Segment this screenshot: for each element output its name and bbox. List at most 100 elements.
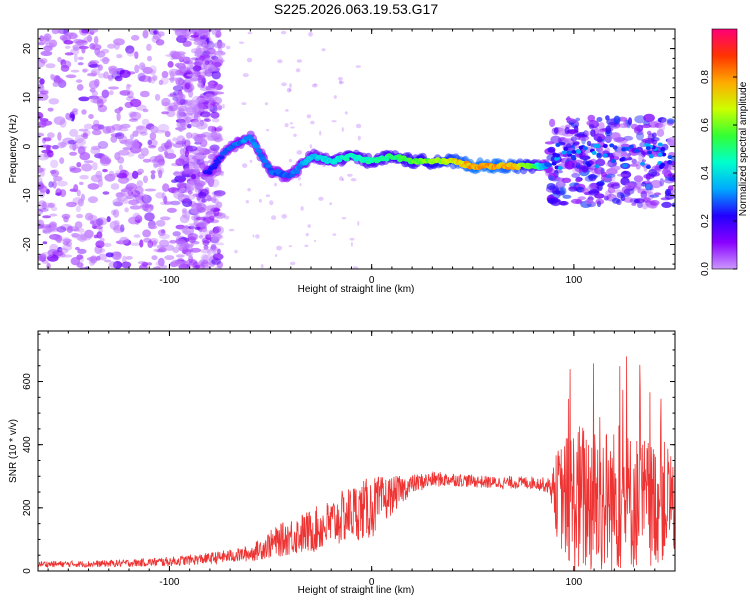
noise-blob — [63, 40, 74, 45]
noise-blob — [164, 255, 175, 261]
noise-speck — [307, 224, 311, 228]
noise-blob — [576, 135, 581, 140]
noise-blob — [613, 115, 621, 125]
noise-speck — [239, 41, 244, 44]
noise-blob — [43, 228, 52, 233]
x-tick-label: 0 — [369, 577, 375, 588]
noise-blob — [124, 207, 129, 213]
noise-blob — [192, 161, 198, 170]
noise-blob — [627, 117, 633, 126]
noise-blob — [549, 184, 559, 193]
noise-blob — [588, 173, 597, 182]
noise-blob — [203, 118, 211, 123]
noise-blob — [91, 123, 103, 131]
noise-blob — [574, 133, 586, 138]
noise-blob — [38, 42, 45, 46]
noise-blob — [147, 139, 158, 147]
noise-blob — [98, 73, 106, 79]
noise-speck — [329, 202, 333, 206]
noise-blob — [209, 144, 220, 152]
noise-blob — [553, 199, 561, 203]
noise-blob — [191, 174, 197, 180]
noise-blob — [64, 45, 71, 49]
noise-blob — [129, 133, 135, 140]
ridge-core — [383, 157, 390, 162]
noise-blob — [105, 252, 114, 258]
spectrogram-x-label: Height of straight line (km) — [298, 284, 415, 295]
noise-blob — [177, 53, 186, 61]
noise-blob — [65, 74, 77, 79]
noise-blob — [77, 56, 84, 61]
noise-blob — [651, 139, 658, 145]
noise-blob — [213, 207, 220, 217]
noise-blob — [79, 181, 84, 186]
noise-blob — [49, 221, 57, 228]
noise-blob — [161, 70, 169, 79]
noise-blob — [42, 215, 52, 219]
noise-blob — [62, 254, 73, 258]
noise-blob — [116, 112, 121, 122]
noise-blob — [90, 147, 101, 155]
noise-blob — [54, 252, 64, 256]
noise-blob — [650, 180, 662, 189]
noise-speck — [260, 264, 264, 269]
noise-blob — [649, 194, 660, 198]
noise-blob — [109, 220, 120, 230]
noise-blob — [202, 239, 210, 246]
noise-blob — [149, 69, 156, 76]
ridge-speck — [657, 152, 663, 157]
noise-blob — [135, 125, 144, 130]
noise-blob — [96, 231, 103, 239]
noise-blob — [164, 201, 173, 205]
noise-blob — [157, 158, 165, 166]
noise-blob — [139, 239, 144, 248]
noise-blob — [175, 69, 183, 76]
colorbar-tick-label: 0.0 — [700, 262, 711, 276]
ridge-speck — [611, 158, 616, 163]
ridge-core — [293, 170, 300, 174]
noise-blob — [161, 192, 166, 201]
noise-blob — [559, 186, 567, 196]
noise-blob — [90, 145, 101, 151]
noise-blob — [132, 193, 137, 201]
spectrogram-frame — [37, 28, 676, 270]
snr-x-ticks: -100 0 100 — [47, 331, 676, 588]
noise-blob — [597, 136, 603, 143]
noise-blob — [120, 189, 129, 193]
noise-speck — [284, 123, 289, 128]
noise-blob — [623, 197, 634, 203]
noise-blob — [596, 117, 603, 122]
noise-blob — [213, 190, 226, 197]
noise-blob — [213, 41, 226, 49]
noise-blob — [182, 198, 193, 208]
noise-blob — [169, 200, 181, 206]
noise-blob — [549, 118, 556, 128]
noise-blob — [60, 142, 67, 148]
noise-blob — [113, 225, 124, 234]
noise-blob — [178, 128, 183, 132]
noise-blob — [570, 136, 578, 142]
noise-blob — [631, 202, 637, 206]
noise-blob — [588, 123, 595, 130]
noise-blob — [46, 262, 51, 269]
noise-blob — [610, 165, 621, 171]
noise-blob — [667, 173, 675, 178]
noise-blob — [190, 57, 200, 61]
noise-blob — [78, 96, 90, 102]
ridge-core — [218, 155, 225, 160]
noise-blob — [618, 123, 630, 129]
noise-blob — [38, 132, 45, 137]
noise-blob — [577, 196, 586, 201]
noise-blob — [206, 47, 216, 55]
noise-blob — [195, 204, 203, 211]
noise-blob — [201, 228, 208, 233]
noise-blob — [176, 110, 183, 119]
noise-blob — [205, 85, 216, 91]
noise-blob — [194, 264, 201, 269]
noise-blob — [162, 183, 170, 192]
noise-blob — [75, 246, 80, 251]
noise-blob — [165, 141, 175, 147]
noise-blob — [595, 198, 605, 205]
noise-blob — [56, 226, 67, 233]
noise-speck — [281, 82, 287, 87]
